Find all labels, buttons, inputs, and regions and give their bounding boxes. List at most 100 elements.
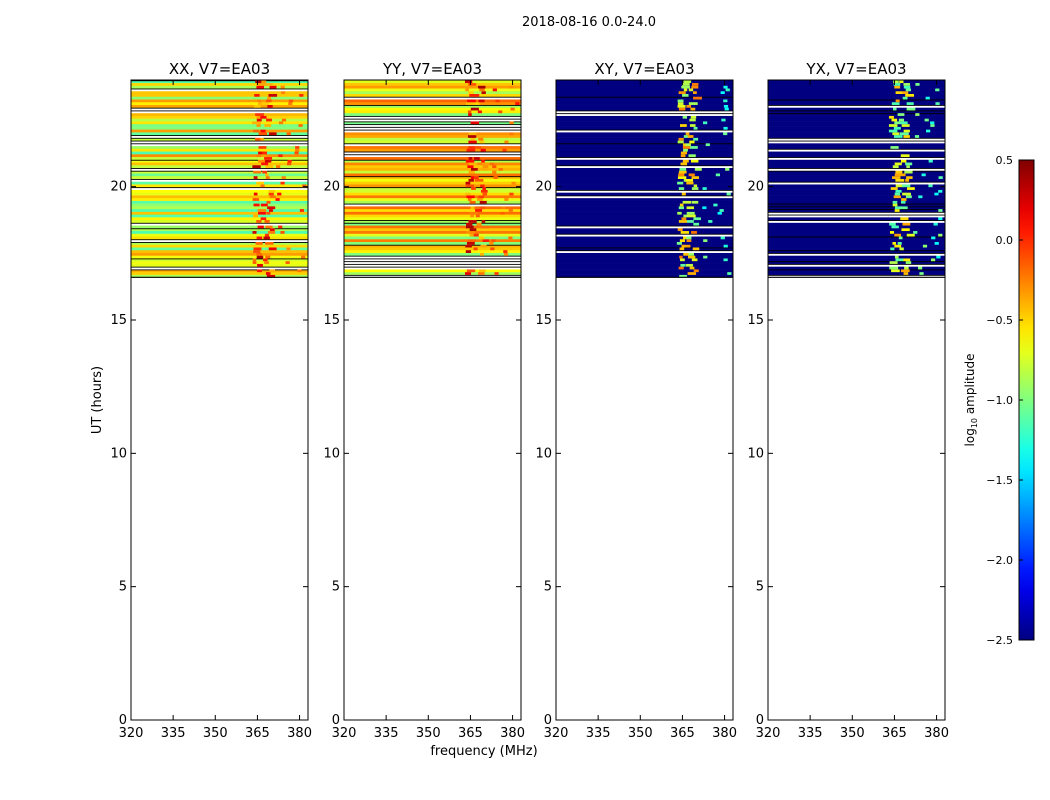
band-cell <box>894 255 899 259</box>
heatmap-row <box>131 266 308 270</box>
band-cell <box>900 217 909 221</box>
band-cell <box>465 249 472 253</box>
heatmap-row <box>131 249 308 253</box>
band-cell <box>464 80 473 84</box>
heatmap-row <box>768 238 945 243</box>
panel-3-heatmap <box>556 80 733 278</box>
band-cell <box>678 186 685 190</box>
band-cell <box>692 82 699 86</box>
heatmap-row <box>131 104 308 108</box>
band-cell <box>469 200 476 204</box>
flag-line <box>131 228 308 230</box>
band-cell <box>719 208 724 212</box>
heatmap-row <box>556 148 733 152</box>
band-cell <box>278 121 284 125</box>
heatmap-row <box>344 225 521 229</box>
band-cell <box>702 206 707 210</box>
band-cell <box>288 101 293 105</box>
band-cell <box>267 230 276 234</box>
heatmap-row <box>556 151 733 155</box>
band-cell <box>903 129 910 133</box>
heatmap-row <box>344 271 521 275</box>
colorbar-tick-label: 0.5 <box>996 154 1014 167</box>
band-cell <box>500 211 505 215</box>
band-cell <box>470 206 475 210</box>
band-cell <box>467 164 474 169</box>
band-cell <box>894 162 902 166</box>
band-cell <box>509 132 514 136</box>
band-cell <box>727 271 732 275</box>
heatmap-row <box>344 101 521 105</box>
heatmap-row <box>556 233 733 237</box>
heatmap-row <box>131 175 308 179</box>
band-cell <box>253 129 260 133</box>
band-cell <box>255 241 263 245</box>
heatmap-row <box>344 192 521 196</box>
band-cell <box>467 197 472 201</box>
band-cell <box>898 173 906 177</box>
flag-line <box>344 118 521 120</box>
heatmap-row <box>131 225 308 229</box>
band-cell <box>478 137 484 141</box>
band-cell <box>894 121 904 125</box>
colorbar-label: log10 amplitude <box>963 354 979 447</box>
heatmap-row <box>344 260 521 264</box>
band-cell <box>260 129 266 133</box>
band-cell <box>479 88 485 92</box>
heatmap-row <box>768 274 945 278</box>
band-cell <box>265 82 273 86</box>
heatmap-row <box>556 252 733 256</box>
x-tick-label: 350 <box>840 726 865 741</box>
band-cell <box>498 110 503 114</box>
band-cell <box>266 200 271 204</box>
heatmap-row <box>131 80 308 84</box>
band-cell <box>256 115 263 119</box>
band-cell <box>260 115 267 119</box>
band-cell <box>891 118 898 122</box>
band-cell <box>889 266 899 270</box>
band-cell <box>480 148 486 152</box>
heatmap-row <box>556 225 733 229</box>
flag-line <box>344 126 521 128</box>
flag-line <box>131 80 308 82</box>
flag-line <box>131 266 308 268</box>
heatmap-row <box>768 90 945 95</box>
band-cell <box>470 214 474 218</box>
band-cell <box>508 236 513 240</box>
heatmap-row <box>131 195 308 199</box>
band-cell <box>931 236 936 240</box>
band-cell <box>902 222 911 226</box>
heatmap-row <box>344 208 521 212</box>
band-cell <box>685 263 693 267</box>
heatmap-row <box>344 96 521 100</box>
band-cell <box>683 214 688 218</box>
band-cell <box>688 154 696 158</box>
band-cell <box>685 143 691 147</box>
heatmap-row <box>131 208 308 212</box>
band-cell <box>890 186 898 190</box>
y-tick-label: 5 <box>544 580 552 595</box>
heatmap-row <box>768 203 945 207</box>
band-cell <box>501 206 506 210</box>
band-cell <box>261 162 269 166</box>
colorbar-tick-label: −2.5 <box>986 634 1013 647</box>
heatmap-row <box>768 126 945 130</box>
heatmap-row <box>344 219 521 223</box>
band-cell <box>703 121 708 125</box>
heatmap-row <box>556 189 733 193</box>
heatmap-row <box>344 88 521 92</box>
heatmap-row <box>131 217 308 221</box>
band-cell <box>509 85 514 89</box>
band-cell <box>892 241 896 245</box>
heatmap-row <box>131 274 308 278</box>
band-cell <box>268 192 274 196</box>
heatmap-row <box>344 222 521 226</box>
band-cell <box>252 164 261 169</box>
band-cell <box>466 222 473 226</box>
band-cell <box>253 170 262 174</box>
band-cell <box>891 101 900 105</box>
band-cell <box>299 208 305 212</box>
band-cell <box>679 258 685 262</box>
band-cell <box>264 219 270 223</box>
band-cell <box>301 255 306 259</box>
